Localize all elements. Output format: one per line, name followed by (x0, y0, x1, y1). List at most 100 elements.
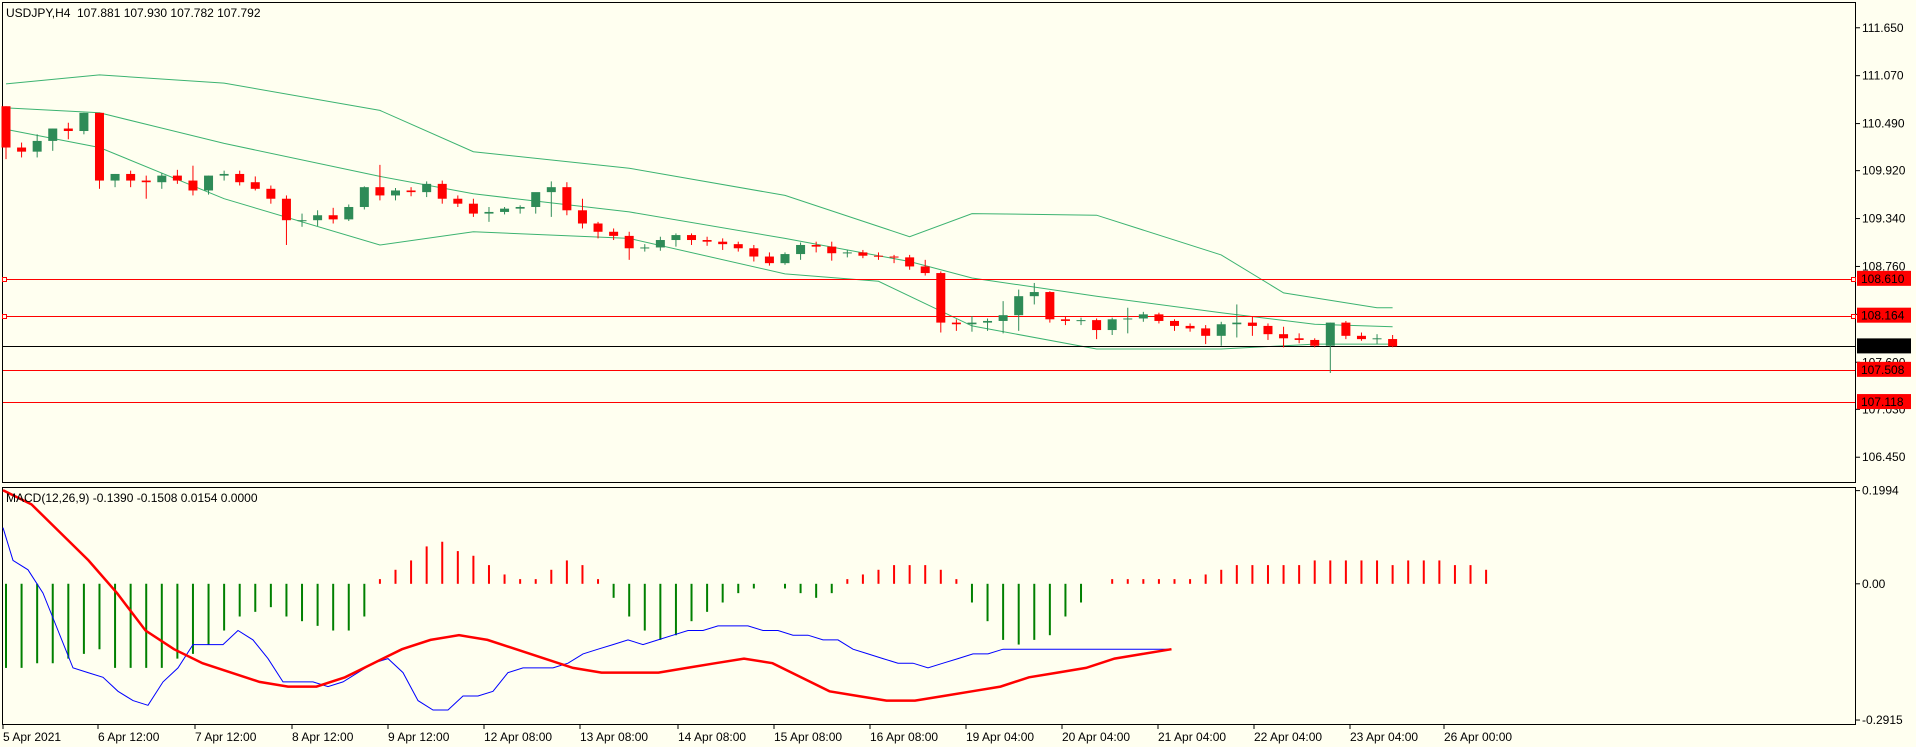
candle (1, 106, 11, 160)
time-tick-label: 19 Apr 04:00 (966, 730, 1034, 744)
candle (188, 165, 198, 196)
candle (266, 185, 276, 204)
level-tag-label: 107.508 (1861, 363, 1905, 377)
time-tick-label: 20 Apr 04:00 (1062, 730, 1130, 744)
macd-tick-label: 0.00 (1862, 577, 1886, 591)
level-anchor-right[interactable] (1851, 277, 1856, 282)
candle (546, 181, 556, 217)
price-tick-label: 109.920 (1862, 164, 1906, 178)
candle (1014, 289, 1024, 331)
time-tick-label: 21 Apr 04:00 (1158, 730, 1226, 744)
macd-axis: 0.1994 0.00 -0.2915 (1856, 484, 1903, 727)
candle (718, 238, 728, 250)
candle (1076, 317, 1086, 326)
candle (1060, 316, 1070, 326)
candle (1201, 325, 1211, 345)
candle (1154, 312, 1164, 324)
candle (1372, 334, 1382, 345)
candle (983, 318, 993, 331)
candle (577, 198, 587, 229)
bollinger-lower-line (5, 128, 1393, 350)
candle (749, 244, 759, 262)
time-tick-label: 23 Apr 04:00 (1350, 730, 1418, 744)
time-tick-label: 26 Apr 00:00 (1444, 730, 1512, 744)
candle (1029, 282, 1039, 305)
time-tick-label: 15 Apr 08:00 (774, 730, 842, 744)
candle (172, 169, 182, 184)
candle (453, 195, 463, 207)
candle (562, 182, 572, 216)
candle (204, 175, 214, 195)
candle (1341, 320, 1351, 340)
bollinger-bands (5, 74, 1393, 350)
candle (219, 170, 229, 181)
time-axis: 5 Apr 2021 6 Apr 12:00 7 Apr 12:00 8 Apr 12… (2, 724, 1512, 744)
candle (655, 236, 665, 251)
level-tag: 108.164 (1857, 307, 1911, 323)
candle (936, 271, 946, 333)
level-tag-label: 108.164 (1861, 309, 1905, 323)
time-tick-label: 9 Apr 12:00 (388, 730, 450, 744)
candle (17, 142, 27, 158)
price-tick-label: 109.340 (1862, 212, 1906, 226)
level-anchor-left[interactable] (2, 314, 7, 319)
level-tag: 107.508 (1857, 361, 1911, 377)
macd-lines (2, 489, 1172, 711)
candle (764, 252, 774, 266)
level-tag-label: 108.610 (1861, 272, 1905, 286)
current-price-tag-label: 107.792 (1861, 339, 1905, 353)
candle (1045, 291, 1055, 323)
level-price-tags: 108.610 108.164 107.508 107.118 107.792 (1857, 270, 1911, 410)
level-anchor-left[interactable] (2, 277, 7, 282)
candle (796, 242, 806, 260)
candle (1123, 307, 1133, 334)
candle (1185, 323, 1195, 332)
time-tick-label: 12 Apr 08:00 (484, 730, 552, 744)
time-tick-label: 13 Apr 08:00 (580, 730, 648, 744)
candle (624, 231, 634, 260)
candle (1138, 311, 1148, 322)
candle (671, 233, 681, 247)
candle (375, 164, 385, 201)
macd-tick-label: 0.1994 (1862, 484, 1899, 498)
candle (1325, 322, 1335, 373)
candle (920, 259, 930, 276)
candle (1107, 317, 1117, 335)
candle (1216, 321, 1226, 346)
candle (827, 241, 837, 261)
candle (998, 301, 1008, 334)
candle (157, 173, 167, 189)
macd-main-line (2, 527, 1168, 711)
symbol-label: USDJPY,H4 (6, 6, 71, 20)
candle (1247, 316, 1257, 336)
time-tick-label: 14 Apr 08:00 (678, 730, 746, 744)
candle (110, 173, 120, 188)
candle (328, 207, 338, 224)
candle (905, 254, 915, 270)
time-tick-label: 8 Apr 12:00 (292, 730, 354, 744)
candle (593, 221, 603, 239)
bollinger-upper-line (5, 74, 1393, 309)
candle (63, 122, 73, 140)
candle (842, 249, 852, 258)
candle (235, 170, 245, 186)
candle (1279, 326, 1289, 348)
candle (531, 192, 541, 214)
candle (344, 204, 354, 222)
price-tick-label: 106.450 (1862, 450, 1906, 464)
price-tick-label: 111.650 (1862, 21, 1904, 35)
candle (1388, 334, 1398, 348)
horizontal-levels[interactable] (2, 277, 1856, 403)
candle (391, 187, 400, 201)
candle (889, 254, 899, 264)
candle (313, 210, 323, 226)
candle (297, 213, 307, 227)
candle (1263, 323, 1273, 340)
price-tick-label: 110.490 (1862, 117, 1905, 131)
level-tag: 108.610 (1857, 270, 1911, 286)
level-anchor-right[interactable] (1851, 314, 1856, 319)
candle (250, 176, 260, 191)
bollinger-middle-line (5, 107, 1393, 328)
time-tick-label: 7 Apr 12:00 (195, 730, 257, 744)
price-tick-label: 108.760 (1862, 259, 1906, 273)
